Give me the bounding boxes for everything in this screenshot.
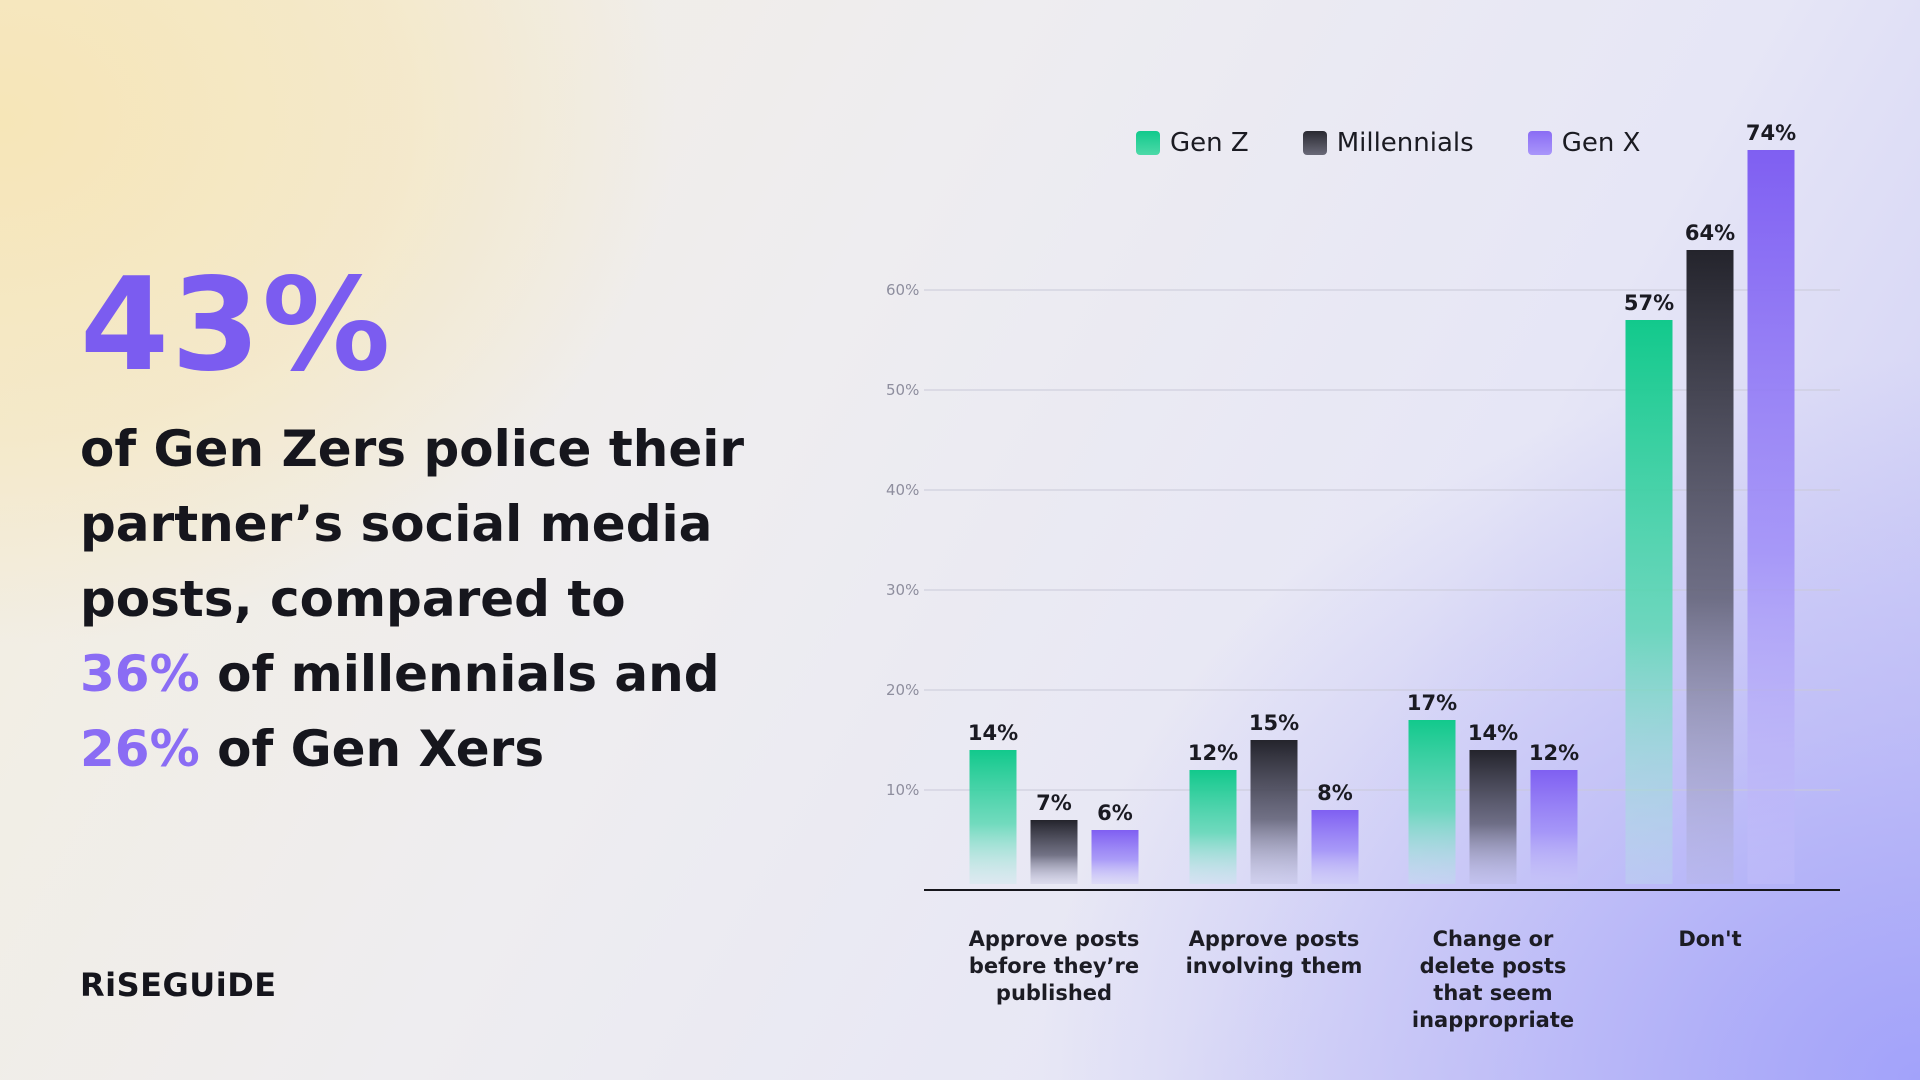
bars	[969, 150, 1795, 884]
category-label-1: Approve posts before they’re published	[944, 926, 1164, 1007]
legend-item-gen-x: Gen X	[1527, 128, 1641, 158]
y-tick-label-60: 60%	[886, 281, 919, 299]
headline-line-4: of millennials and	[199, 645, 720, 703]
data-labels: 14% 12% 17% 57% 7% 15% 14% 64% 6% 8% 12% 74%	[968, 121, 1796, 825]
bar-gen-z-4	[1625, 320, 1673, 884]
data-label-gen-x-2: 8%	[1317, 781, 1353, 805]
y-tick-label-40: 40%	[886, 481, 919, 499]
category-label-2-line-2: involving them	[1185, 954, 1363, 978]
gen-x-stat: 26%	[80, 720, 200, 778]
category-label-3: Change or delete posts that seem inappropri…	[1383, 926, 1603, 1034]
headline-line-1: of Gen Zers police their	[80, 420, 745, 478]
y-tick-label-50: 50%	[886, 381, 919, 399]
category-label-2-line-1: Approve posts	[1188, 927, 1360, 951]
y-tick-label-20: 20%	[886, 681, 919, 699]
bar-millennials-4	[1686, 250, 1734, 884]
millennials-stat: 36%	[80, 645, 200, 703]
category-label-3-line-4: inappropriate	[1411, 1008, 1575, 1032]
bar-gen-x-1	[1091, 830, 1139, 884]
data-label-gen-z-1: 14%	[968, 721, 1018, 745]
category-label-3-line-2: delete posts	[1419, 954, 1567, 978]
bar-gen-x-2	[1311, 810, 1359, 884]
legend-label-millennials: Millennials	[1336, 128, 1474, 158]
category-label-3-line-1: Change or	[1432, 927, 1554, 951]
bar-millennials-2	[1250, 740, 1298, 884]
headline-line-2: partner’s social media	[80, 495, 713, 553]
data-label-gen-z-4: 57%	[1624, 291, 1674, 315]
y-tick-label-30: 30%	[886, 581, 919, 599]
bar-gen-z-2	[1189, 770, 1237, 884]
data-label-gen-x-3: 12%	[1529, 741, 1579, 765]
headline-block: 43% of Gen Zers police their partner’s s…	[80, 262, 760, 787]
data-label-millennials-1: 7%	[1036, 791, 1072, 815]
bar-gen-z-3	[1408, 720, 1456, 884]
bar-millennials-3	[1469, 750, 1517, 884]
bar-gen-x-4	[1747, 150, 1795, 884]
brand-logo: RiSEGUiDE	[80, 966, 277, 1004]
category-label-1-line-3: published	[995, 981, 1113, 1005]
legend-swatch-gen-x	[1527, 131, 1552, 155]
y-tick-label-10: 10%	[886, 781, 919, 799]
data-label-gen-z-2: 12%	[1188, 741, 1238, 765]
category-label-2: Approve posts involving them	[1164, 926, 1384, 980]
headline-line-3: posts, compared to	[80, 570, 626, 628]
category-label-4: Don't	[1600, 926, 1820, 953]
legend-item-gen-z: Gen Z	[1136, 128, 1249, 158]
data-label-gen-x-4: 74%	[1746, 121, 1796, 145]
legend-item-millennials: Millennials	[1302, 128, 1474, 158]
data-label-gen-z-3: 17%	[1407, 691, 1457, 715]
chart-legend: Gen Z Millennials Gen X	[1136, 128, 1640, 158]
bar-gen-x-3	[1530, 770, 1578, 884]
data-label-millennials-3: 14%	[1468, 721, 1518, 745]
headline-text: of Gen Zers police their partner’s socia…	[80, 412, 760, 787]
category-label-4-line-1: Don't	[1678, 927, 1742, 951]
data-label-millennials-2: 15%	[1249, 711, 1299, 735]
legend-swatch-millennials	[1302, 131, 1327, 155]
data-label-gen-x-1: 6%	[1097, 801, 1133, 825]
legend-label-gen-x: Gen X	[1561, 128, 1641, 158]
category-label-3-line-3: that seem	[1433, 981, 1553, 1005]
category-label-1-line-1: Approve posts	[968, 927, 1140, 951]
headline-line-5: of Gen Xers	[199, 720, 545, 778]
bar-millennials-1	[1030, 820, 1078, 884]
legend-label-gen-z: Gen Z	[1170, 128, 1249, 158]
data-label-millennials-4: 64%	[1685, 221, 1735, 245]
headline-stat: 43%	[80, 251, 393, 400]
legend-swatch-gen-z	[1136, 131, 1160, 155]
bar-gen-z-1	[969, 750, 1017, 884]
category-label-1-line-2: before they’re	[968, 954, 1140, 978]
